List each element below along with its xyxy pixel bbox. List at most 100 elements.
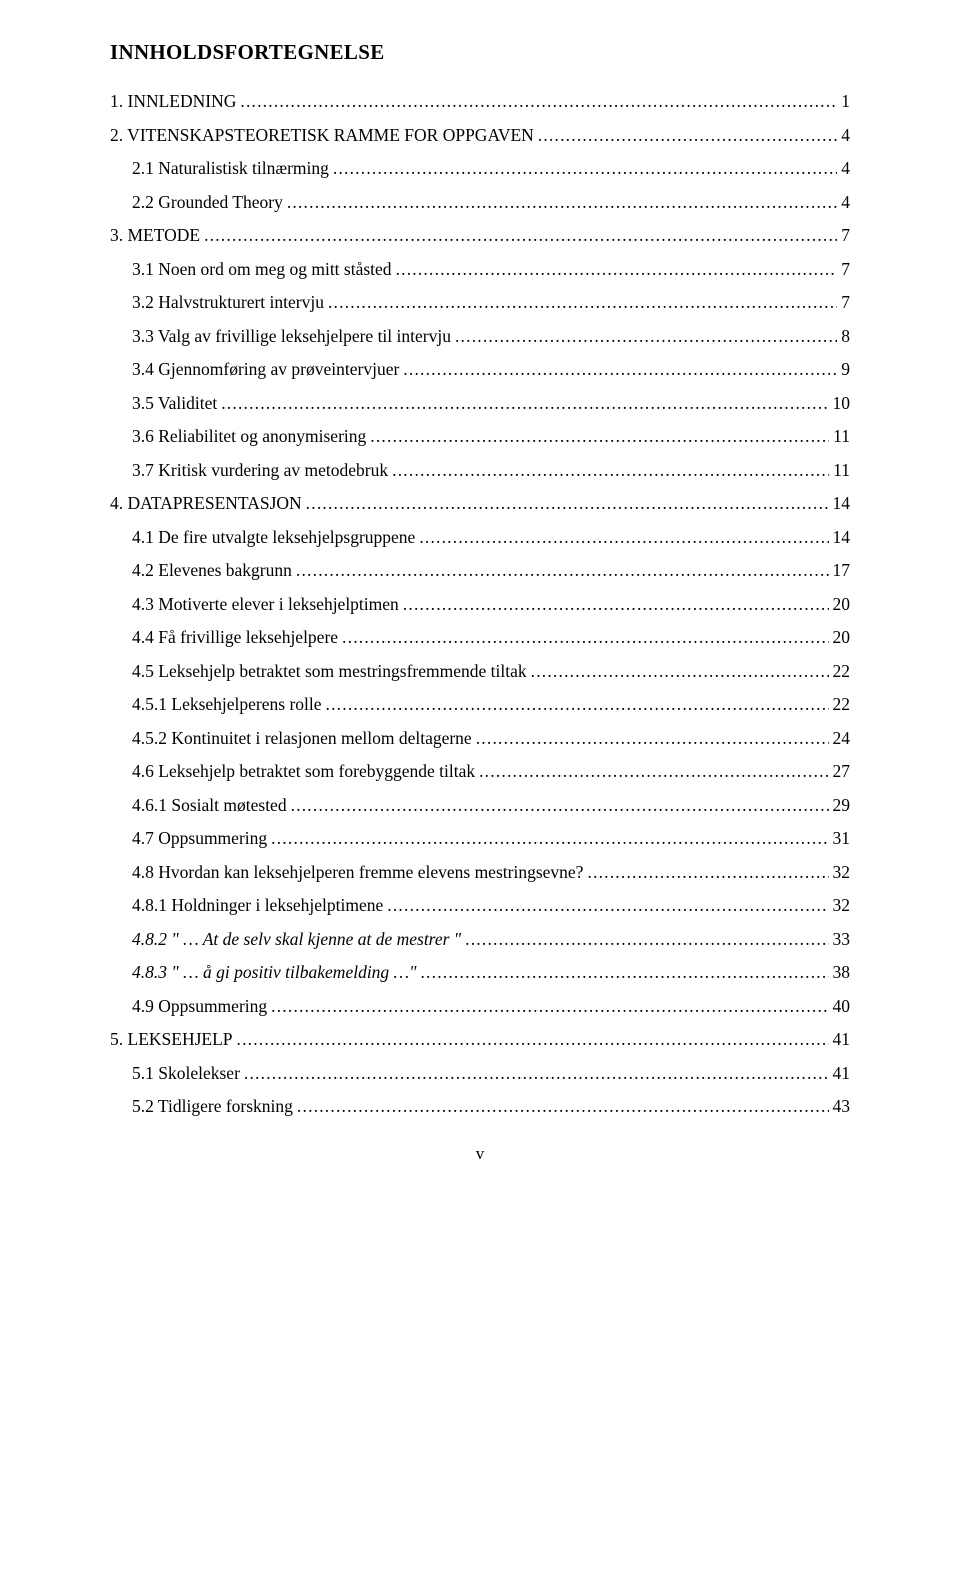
toc-entry: 3.4 Gjennomføring av prøveintervjuer 9 — [110, 361, 850, 379]
toc-entry-label: 3.3 Valg av frivillige leksehjelpere til… — [132, 328, 451, 346]
toc-entry: 1. INNLEDNING1 — [110, 93, 850, 111]
toc-entry: 3. METODE 7 — [110, 227, 850, 245]
toc-entry: 4.8.3 " … å gi positiv tilbakemelding …"… — [110, 964, 850, 982]
toc-entry: 3.3 Valg av frivillige leksehjelpere til… — [110, 328, 850, 346]
toc-leader-dots — [476, 730, 829, 748]
toc-leader-dots — [419, 529, 828, 547]
toc-entry-page: 32 — [833, 864, 851, 882]
toc-entry-page: 17 — [833, 562, 851, 580]
toc-leader-dots — [333, 160, 837, 178]
toc-leader-dots — [221, 395, 828, 413]
toc-entry-label: 4.7 Oppsummering — [132, 830, 267, 848]
toc-leader-dots — [403, 596, 829, 614]
toc-leader-dots — [291, 797, 829, 815]
toc-leader-dots — [403, 361, 837, 379]
toc-entry-page: 4 — [841, 194, 850, 212]
toc-entry-label: 2.1 Naturalistisk tilnærming — [132, 160, 329, 178]
toc-entry-label: 4.2 Elevenes bakgrunn — [132, 562, 292, 580]
toc-entry-page: 22 — [833, 663, 851, 681]
toc-entry: 4.1 De fire utvalgte leksehjelpsgruppene… — [110, 529, 850, 547]
toc-entry-label: 3.5 Validitet — [132, 395, 217, 413]
toc-entry: 4.8.2 " … At de selv skal kjenne at de m… — [110, 931, 850, 949]
toc-entry-page: 14 — [833, 529, 851, 547]
toc-entry-page: 29 — [833, 797, 851, 815]
toc-entry-page: 22 — [833, 696, 851, 714]
toc-leader-dots — [420, 964, 828, 982]
toc-entry-page: 20 — [833, 629, 851, 647]
toc-entry-label: 3.4 Gjennomføring av prøveintervjuer — [132, 361, 399, 379]
toc-entry-page: 7 — [841, 227, 850, 245]
toc-leader-dots — [538, 127, 837, 145]
toc-entry-label: 3.1 Noen ord om meg og mitt ståsted — [132, 261, 392, 279]
toc-entry-page: 41 — [833, 1031, 851, 1049]
toc-entry-label: 3. METODE — [110, 227, 200, 245]
toc-entry: 4.5.1 Leksehjelperens rolle 22 — [110, 696, 850, 714]
toc-entry: 4.5.2 Kontinuitet i relasjonen mellom de… — [110, 730, 850, 748]
toc-leader-dots — [237, 1031, 829, 1049]
toc-entry-page: 31 — [833, 830, 851, 848]
toc-entry-label: 4.3 Motiverte elever i leksehjelptimen — [132, 596, 399, 614]
toc-entry-label: 4.8.2 " … At de selv skal kjenne at de m… — [132, 931, 461, 949]
toc-entry: 4.6.1 Sosialt møtested 29 — [110, 797, 850, 815]
toc-entry: 5.1 Skolelekser41 — [110, 1065, 850, 1083]
toc-leader-dots — [587, 864, 828, 882]
toc-entry: 3.2 Halvstrukturert intervju7 — [110, 294, 850, 312]
toc-entry: 4.9 Oppsummering 40 — [110, 998, 850, 1016]
toc-entry: 2.1 Naturalistisk tilnærming 4 — [110, 160, 850, 178]
toc-entry-label: 4.6 Leksehjelp betraktet som forebyggend… — [132, 763, 475, 781]
toc-entry-label: 4.6.1 Sosialt møtested — [132, 797, 287, 815]
toc-entry-page: 43 — [833, 1098, 851, 1116]
toc-entry-page: 4 — [841, 160, 850, 178]
toc-entry: 5.2 Tidligere forskning 43 — [110, 1098, 850, 1116]
toc-entry-page: 24 — [833, 730, 851, 748]
toc-entry-page: 32 — [833, 897, 851, 915]
toc-entry: 4.4 Få frivillige leksehjelpere 20 — [110, 629, 850, 647]
toc-entry-label: 5. LEKSEHJELP — [110, 1031, 233, 1049]
toc-entry: 4. DATAPRESENTASJON14 — [110, 495, 850, 513]
toc-entry: 4.2 Elevenes bakgrunn 17 — [110, 562, 850, 580]
toc-leader-dots — [306, 495, 829, 513]
toc-leader-dots — [240, 93, 837, 111]
toc-entry-page: 1 — [841, 93, 850, 111]
toc-entry-label: 4.5 Leksehjelp betraktet som mestringsfr… — [132, 663, 527, 681]
toc-entry: 5. LEKSEHJELP 41 — [110, 1031, 850, 1049]
toc-entry-label: 4.8 Hvordan kan leksehjelperen fremme el… — [132, 864, 583, 882]
toc-entry-page: 10 — [833, 395, 851, 413]
page-number: v — [110, 1144, 850, 1164]
toc-entry: 2.2 Grounded Theory 4 — [110, 194, 850, 212]
toc-entry-page: 11 — [833, 462, 850, 480]
toc-leader-dots — [396, 261, 838, 279]
toc-entry-page: 20 — [833, 596, 851, 614]
toc-entry-label: 4.8.1 Holdninger i leksehjelptimene — [132, 897, 383, 915]
toc-entry-label: 4.9 Oppsummering — [132, 998, 267, 1016]
toc-entry-label: 4.4 Få frivillige leksehjelpere — [132, 629, 338, 647]
toc-entry-page: 14 — [833, 495, 851, 513]
toc-entry-page: 27 — [833, 763, 851, 781]
toc-entry: 2. VITENSKAPSTEORETISK RAMME FOR OPPGAVE… — [110, 127, 850, 145]
toc-entry: 4.8 Hvordan kan leksehjelperen fremme el… — [110, 864, 850, 882]
toc-entry: 3.5 Validitet 10 — [110, 395, 850, 413]
toc-entry-label: 5.2 Tidligere forskning — [132, 1098, 293, 1116]
toc-entry-label: 2.2 Grounded Theory — [132, 194, 283, 212]
toc-leader-dots — [387, 897, 828, 915]
toc-leader-dots — [271, 998, 828, 1016]
toc-leader-dots — [287, 194, 837, 212]
toc-entry-label: 3.6 Reliabilitet og anonymisering — [132, 428, 366, 446]
toc-entry: 4.8.1 Holdninger i leksehjelptimene 32 — [110, 897, 850, 915]
toc-entry-page: 7 — [841, 294, 850, 312]
toc-entry-page: 9 — [841, 361, 850, 379]
toc-entry: 3.6 Reliabilitet og anonymisering11 — [110, 428, 850, 446]
toc-entry-label: 4.5.1 Leksehjelperens rolle — [132, 696, 322, 714]
toc-leader-dots — [326, 696, 829, 714]
toc-entry-label: 4.8.3 " … å gi positiv tilbakemelding …" — [132, 964, 416, 982]
toc-entry-page: 4 — [841, 127, 850, 145]
toc-leader-dots — [392, 462, 829, 480]
toc-leader-dots — [204, 227, 837, 245]
page-title: INNHOLDSFORTEGNELSE — [110, 40, 850, 65]
toc-leader-dots — [342, 629, 828, 647]
toc-entry: 4.6 Leksehjelp betraktet som forebyggend… — [110, 763, 850, 781]
toc-entry: 3.1 Noen ord om meg og mitt ståsted7 — [110, 261, 850, 279]
toc-leader-dots — [370, 428, 829, 446]
toc-entry-page: 40 — [833, 998, 851, 1016]
toc-entry-page: 33 — [833, 931, 851, 949]
